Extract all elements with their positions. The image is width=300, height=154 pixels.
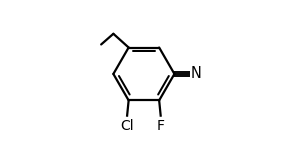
Text: F: F (157, 119, 165, 133)
Text: Cl: Cl (120, 119, 134, 133)
Text: N: N (190, 66, 201, 81)
